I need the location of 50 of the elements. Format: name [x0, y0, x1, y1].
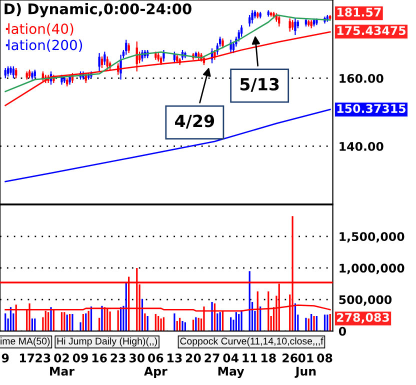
x-tick-label: 09 [72, 354, 88, 362]
x-tick-label: 23 [36, 354, 50, 362]
y-tick-label: 500,000 [339, 295, 392, 306]
y-tick-label: 1,000,000 [340, 264, 404, 274]
candlestick [240, 24, 243, 38]
x-tick-label: 27 [204, 354, 220, 362]
annotation: 5/13 [240, 78, 279, 92]
candlestick [106, 56, 108, 70]
text: 181.57 [337, 8, 381, 17]
candlestick [125, 39, 128, 56]
candlestick [238, 29, 240, 42]
x-tick-label: 08 [317, 354, 332, 362]
x-tick-label: 20 [186, 354, 201, 362]
line-series [4, 108, 331, 182]
candlestick [128, 42, 130, 54]
y-tick-label: 160.00 [340, 74, 384, 83]
x-tick-label: 30 [129, 354, 145, 362]
candlestick [162, 49, 165, 62]
chart-title: D) Dynamic,0:00-24:00 [4, 3, 192, 18]
candlestick [291, 20, 294, 30]
text: Coppock Curve(11,14,10,close,,,f [180, 337, 324, 346]
x-tick-label: 18 [262, 354, 276, 362]
candlestick [98, 52, 100, 72]
x-tick-label: 16 [92, 354, 107, 362]
candlestick [248, 14, 251, 28]
x-tick-label: 06 Apr [144, 354, 168, 378]
text: ime MA(50) [0, 337, 50, 346]
text: 278,083 [337, 312, 389, 324]
candlestick [294, 18, 296, 36]
legend-label: lation(200) [8, 39, 82, 52]
candlestick [100, 56, 104, 69]
x-tick-label: 9 [2, 354, 9, 362]
candlestick [288, 18, 291, 32]
y-tick-label: 1,500,000 [340, 232, 404, 243]
text: 175.43475 [337, 26, 406, 36]
candlestick [104, 51, 106, 66]
candlestick [120, 54, 122, 80]
x-tick-label: 13 [168, 354, 182, 362]
annotation: 4/29 [175, 114, 214, 129]
y-tick-label: 0 [338, 326, 346, 336]
candlestick [251, 10, 254, 24]
candlestick [278, 14, 280, 28]
text: 150.37315 [337, 104, 406, 113]
y-tick-label: 140.00 [340, 142, 384, 151]
text: Hi Jump Daily (High)(,,) [57, 337, 157, 346]
candlestick [222, 38, 224, 49]
x-tick-label: 11 [242, 354, 258, 362]
x-tick-label: 23 [110, 354, 126, 362]
x-tick-label: 17 [20, 354, 34, 362]
legend-label: lation(40) [8, 23, 74, 36]
